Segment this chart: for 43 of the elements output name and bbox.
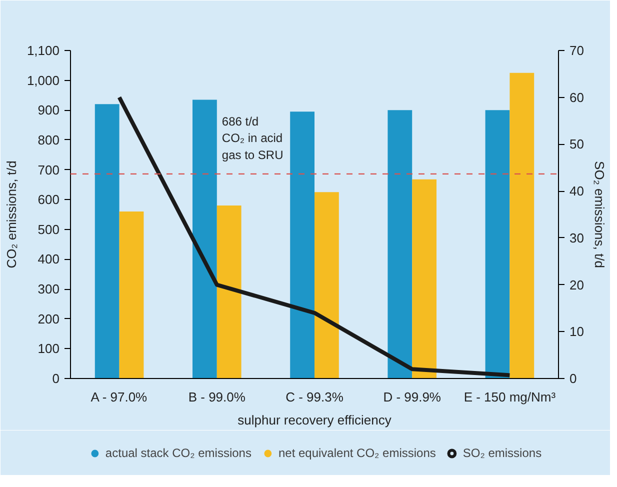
y2-tick-label: 60: [570, 90, 584, 105]
line-series: [117, 95, 512, 378]
y-tick-label: 500: [38, 222, 60, 237]
y-tick-label: 600: [38, 192, 60, 208]
bar: [510, 72, 534, 378]
x-tick-label: C - 99.3%: [286, 390, 344, 404]
y2-tick-label: 10: [570, 324, 584, 340]
legend-label: SO₂ emissions: [462, 446, 542, 460]
y2-axis-title: SO₂ emissions, t/d: [592, 161, 607, 268]
ref-line-label: 686 t/d CO₂ in acid gas to SRU: [222, 114, 284, 162]
y-tick-label: 300: [38, 282, 60, 297]
y2-tick-label: 40: [570, 184, 584, 199]
bar: [216, 206, 242, 378]
x-tick-label: A - 97.0%: [90, 390, 148, 404]
bar: [412, 179, 436, 378]
y-tick-label: 900: [38, 102, 60, 118]
x-axis-title: sulphur recovery efficiency: [238, 412, 392, 428]
y2-tick-label: 0: [570, 371, 577, 386]
y-axis-title: CO₂ emissions, t/d: [4, 160, 19, 268]
x-tick-label: D - 99.9%: [383, 390, 442, 404]
legend-label: actual stack CO₂ emissions: [105, 446, 252, 460]
y-tick-label: 1,000: [26, 72, 60, 88]
y-tick-label: 800: [38, 132, 60, 148]
y2-tick-label: 70: [570, 43, 584, 58]
bar: [485, 110, 510, 378]
y-tick-label: 400: [38, 252, 60, 267]
legend-label: net equivalent CO₂ emissions: [278, 446, 436, 460]
bar: [388, 110, 412, 378]
bar: [94, 104, 120, 378]
y-tick-label: 0: [52, 371, 60, 386]
y-tick-label: 100: [38, 341, 60, 356]
y-tick-label: 1,100: [26, 43, 60, 58]
y2-tick-label: 30: [570, 230, 584, 246]
bar: [119, 212, 144, 378]
bar: [192, 100, 217, 378]
y-tick-label: 700: [38, 162, 60, 178]
x-tick-label: B - 99.0%: [188, 390, 246, 404]
x-tick-label: E - 150 mg/Nm³: [464, 390, 556, 404]
bar: [314, 192, 339, 378]
bar: [290, 112, 314, 378]
y-tick-label: 200: [38, 311, 60, 326]
y2-tick-label: 50: [570, 136, 584, 152]
y2-tick-label: 20: [570, 277, 584, 292]
